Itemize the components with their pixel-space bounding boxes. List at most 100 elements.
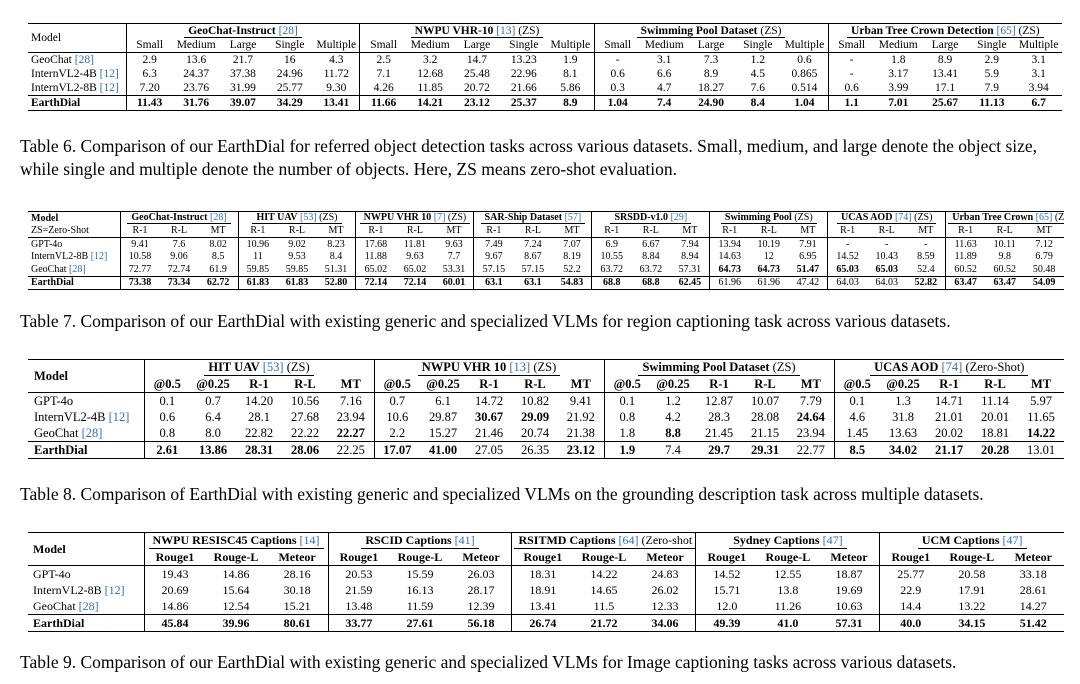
- t8-cell: 21.92: [558, 409, 604, 425]
- t9-sub-header-text: Rouge1: [155, 549, 195, 564]
- t8-cell: 14.22: [1018, 425, 1064, 442]
- t9-cell: 14.86: [205, 565, 267, 582]
- t9-cell-value: 12.0: [716, 598, 738, 613]
- t7-sub-header-text: R-L: [878, 225, 895, 237]
- t7-sub-header-text: MT: [682, 225, 698, 237]
- t9-cell: 12.55: [757, 565, 819, 582]
- t8-cell-value: 20.02: [934, 425, 964, 440]
- t9-group-cite: [47]: [1002, 533, 1023, 547]
- t6-cell-value: 18.27: [698, 82, 724, 94]
- t7-cell-value: 59.85: [246, 263, 270, 275]
- t6-cell: 39.07: [219, 95, 267, 111]
- t9-cell-value: 34.15: [958, 615, 986, 630]
- t6-row-model-cite: [12]: [99, 82, 119, 94]
- t6-cell-value: 3.99: [888, 82, 909, 94]
- t9-cell: 14.27: [1003, 598, 1064, 615]
- t6-sub-header: Large: [454, 38, 501, 53]
- t9-sub-header: Meteor: [267, 549, 328, 566]
- t8-cell-value: 27.68: [290, 409, 320, 424]
- t9-cell: 14.22: [573, 565, 635, 582]
- t8-cell: 27.05: [466, 441, 512, 459]
- t9-cell: 12.39: [451, 598, 512, 615]
- t6-row-model-name: InternVL2-4B: [31, 68, 100, 80]
- t7-cell-value: 52.82: [914, 277, 938, 289]
- t8-cell-value: 21.17: [934, 442, 964, 457]
- t7-sub-header: MT: [1024, 225, 1064, 238]
- t8-sub-header: R-1: [236, 376, 282, 393]
- t8-cell-value: 5.97: [1030, 393, 1052, 408]
- t6-cell: 13.41: [313, 95, 360, 111]
- t7-cell: 64.73: [709, 263, 750, 276]
- t8-cell-value: 11.14: [981, 393, 1009, 408]
- t6-cell-value: 8.9: [937, 54, 953, 66]
- t7-cell-value: 65.03: [836, 263, 859, 275]
- t6-cell-value: 2.9: [142, 54, 157, 66]
- t6-row-model: InternVL2-8B [12]: [28, 81, 126, 96]
- t7-sub-header-text: MT: [918, 225, 934, 237]
- t9-cell-value: 51.42: [1019, 615, 1047, 630]
- t8-sub-header: R-L: [742, 376, 788, 393]
- t7-cell-value: 63.47: [993, 277, 1016, 289]
- t7-sub-header-text: R-L: [760, 225, 777, 237]
- t8-group-label: HIT UAV [53] (ZS): [204, 360, 314, 376]
- t7-row-model: EarthDial: [28, 275, 121, 290]
- table-7-caption: Table 7. Comparison of our EarthDial wit…: [20, 311, 951, 331]
- t6-cell: 7.1: [359, 67, 407, 81]
- t7-cell-value: 65.02: [403, 263, 427, 275]
- t9-sub-header: Rouge-L: [389, 549, 450, 566]
- t6-row-model: InternVL2-4B [12]: [28, 67, 126, 81]
- t6-sub-header-text: Multiple: [1018, 39, 1059, 51]
- t7-cell: 9.63: [395, 251, 434, 264]
- t6-cell-value: 7.1: [376, 68, 391, 80]
- t9-cell: 27.61: [389, 614, 451, 632]
- t7-group-cite: [28]: [210, 212, 227, 224]
- t8-sub-header: R-1: [926, 376, 972, 393]
- t9-cell: 13.22: [941, 598, 1002, 615]
- t7-cell: 72.14: [395, 275, 435, 290]
- t8-group-cite: [74]: [941, 360, 963, 374]
- t8-cell-value: 20.01: [980, 409, 1010, 424]
- t9-row-model-cite: [28]: [78, 598, 99, 613]
- t7-cell: 64.03: [827, 275, 868, 290]
- table-9: Model NWPU RESISC45 Captions [14] RSCID Ca…: [28, 532, 1064, 632]
- t6-cell-value: 34.29: [276, 97, 303, 109]
- t7-group-cite: [57]: [564, 212, 582, 224]
- t7-row-model-name: InternVL2-8B: [31, 251, 91, 263]
- t6-sub-header-text: Multiple: [550, 39, 591, 51]
- t7-cell-value: 7.6: [172, 238, 186, 250]
- t6-cell: 11.66: [359, 95, 407, 111]
- t9-sub-header-text: Meteor: [278, 549, 316, 564]
- t8-table-row: GPT-4o 0.1 0.7 14.20 10.56 7.16 0.7 6.1 14.72 10.…: [28, 392, 1065, 409]
- t6-cell: 0.514: [781, 81, 828, 96]
- t6-cell-value: 7.6: [750, 82, 765, 94]
- t7-sub-header: R-L: [513, 225, 552, 238]
- t9-cell: 15.59: [389, 565, 451, 582]
- t7-cell-value: 6.95: [799, 251, 817, 263]
- t7-cell: 47.42: [788, 275, 828, 290]
- t6-cell: 8.1: [547, 67, 594, 81]
- t8-sub-header-text: R-1: [249, 376, 269, 391]
- t7-cell: 8.59: [906, 251, 945, 264]
- t6-sub-header-text: Medium: [410, 39, 450, 51]
- t9-cell: 25.77: [879, 565, 942, 582]
- t6-cell-value: 8.9: [563, 97, 578, 109]
- t9-sub-header-text: Rouge-L: [765, 549, 811, 564]
- t6-cell-value: 14.21: [417, 97, 444, 109]
- t9-sub-header-text: Meteor: [462, 549, 500, 564]
- t9-cell: 28.16: [266, 565, 329, 582]
- t8-cell-value: 31.8: [892, 409, 914, 424]
- t9-cell-value: 15.21: [283, 598, 311, 613]
- t9-cell: 33.77: [327, 614, 390, 632]
- t7-cell-value: 68.8: [642, 277, 660, 289]
- t7-sub-header-text: MT: [1036, 225, 1052, 237]
- t6-cell-value: -: [849, 54, 854, 66]
- t6-cell-value: 5.86: [560, 82, 581, 94]
- t7-sub-header: R-1: [709, 224, 750, 238]
- t7-sub-header-text: MT: [564, 225, 580, 237]
- t6-group-suffix: (ZS): [757, 24, 782, 37]
- t9-cell: 40.0: [879, 614, 942, 632]
- t8-cell: 18.81: [972, 425, 1018, 442]
- t8-sub-header: @0.25: [880, 376, 926, 393]
- t9-cell-value: 22.9: [900, 582, 922, 597]
- t7-cell: 64.73: [749, 263, 788, 276]
